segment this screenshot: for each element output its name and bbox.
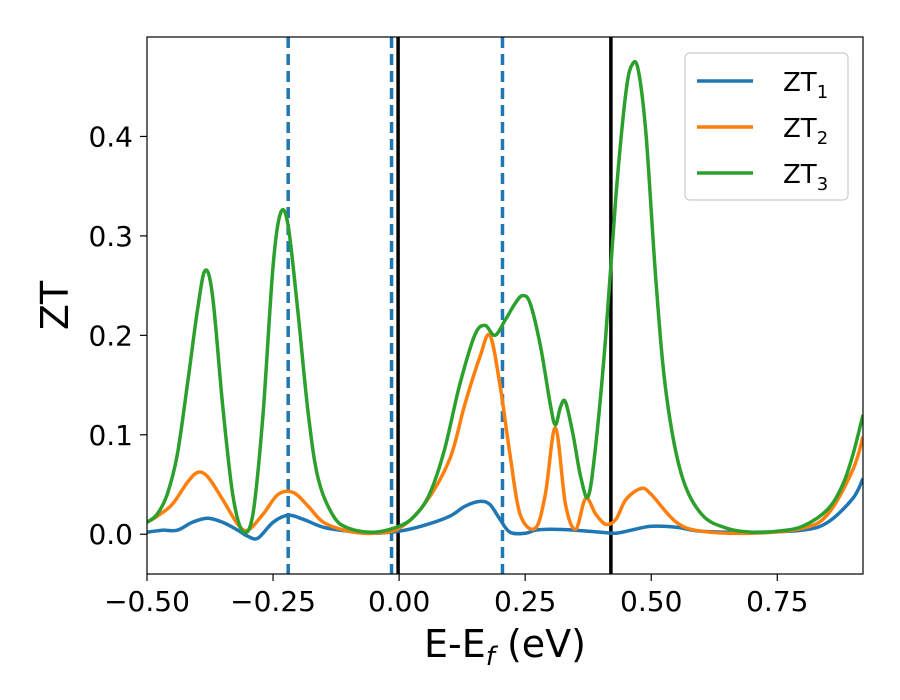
x-tick-label: 0.00 xyxy=(368,585,430,618)
x-tick-label: −0.50 xyxy=(104,585,190,618)
y-axis-ticks: 0.0 0.1 0.2 0.3 0.4 xyxy=(88,120,147,551)
plot-frame xyxy=(146,36,864,575)
vertical-reference-lines xyxy=(286,37,613,574)
x-tick-label: 0.75 xyxy=(746,585,808,618)
x-tick-label: −0.25 xyxy=(230,585,316,618)
y-tick-label: 0.1 xyxy=(88,419,133,452)
x-axis-ticks: −0.50 −0.25 0.00 0.25 0.50 0.75 xyxy=(104,574,808,618)
y-tick-label: 0.4 xyxy=(88,120,133,153)
y-tick-label: 0.2 xyxy=(88,319,133,352)
series-line-zt3 xyxy=(147,59,863,535)
x-tick-label: 0.25 xyxy=(494,585,556,618)
legend-box xyxy=(684,52,849,201)
legend-label: ZT3 xyxy=(783,160,828,195)
series-lines xyxy=(147,59,863,541)
x-axis-title: E-Ef (eV) xyxy=(424,622,586,672)
y-tick-label: 0.3 xyxy=(88,220,133,253)
y-tick-label: 0.0 xyxy=(88,518,133,551)
y-axis-title: ZT xyxy=(33,280,77,330)
x-tick-label: 0.50 xyxy=(620,585,682,618)
series-line-zt1 xyxy=(147,477,863,541)
